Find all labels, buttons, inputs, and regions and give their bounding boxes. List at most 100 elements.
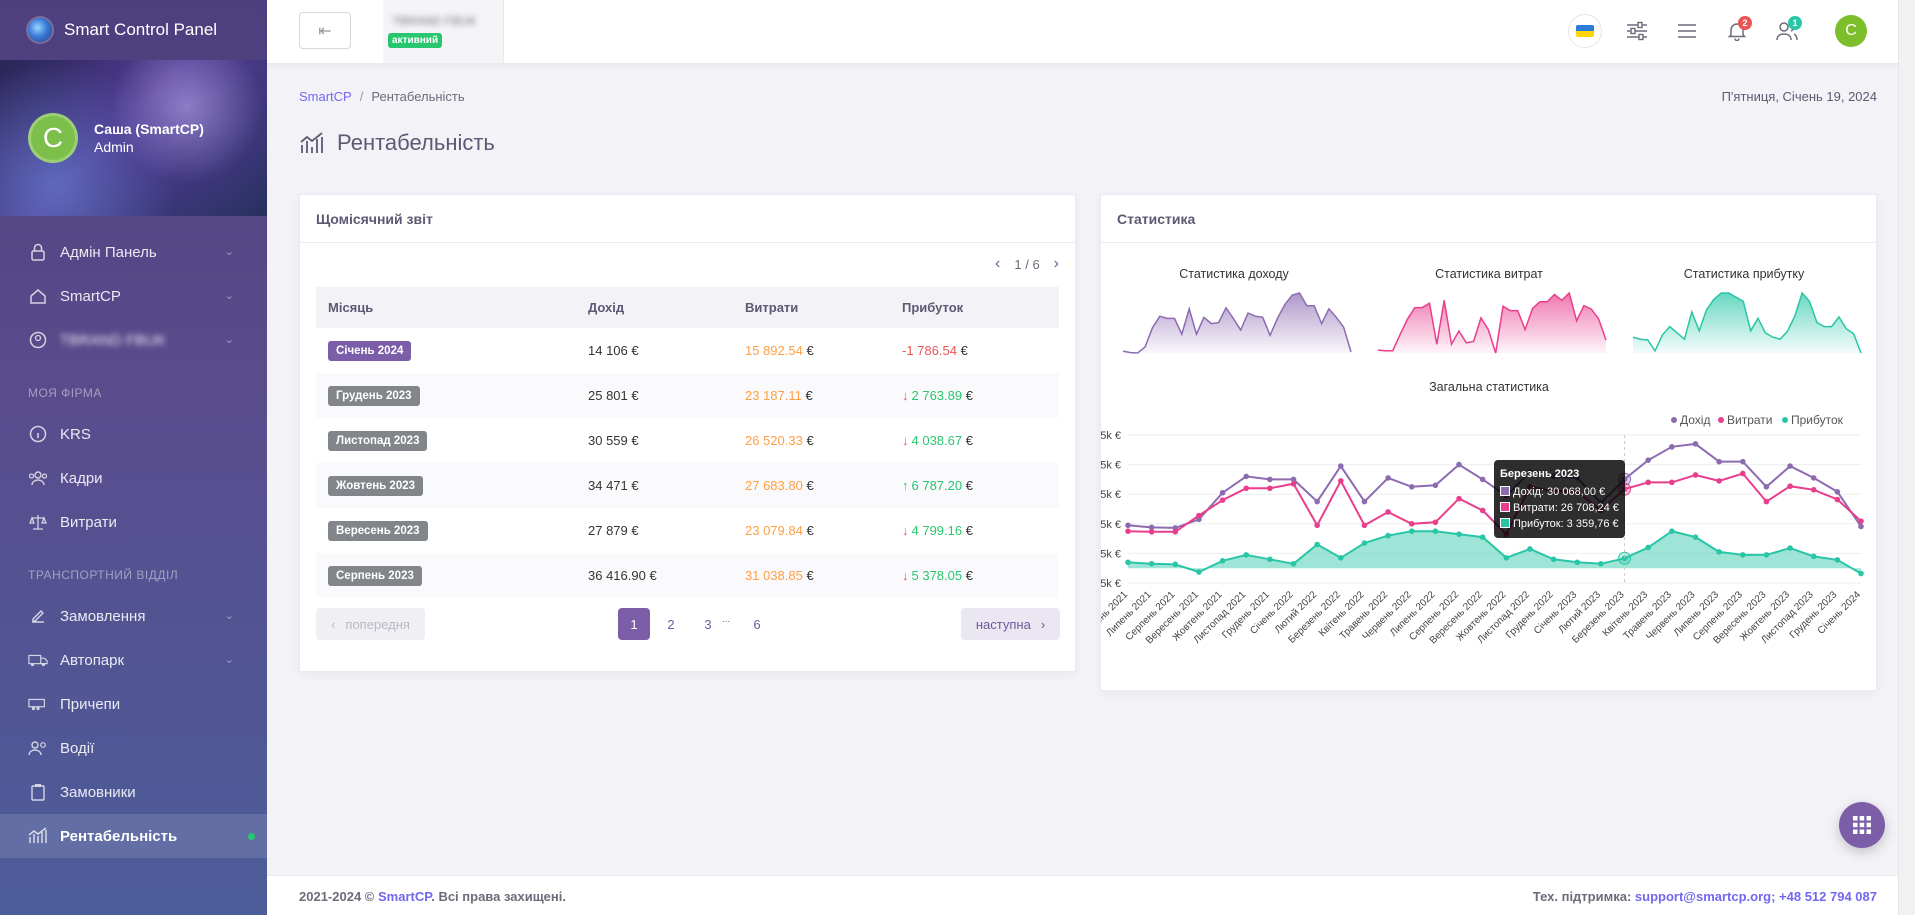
page-3-button[interactable]: 3: [704, 616, 712, 632]
next-page-icon[interactable]: ›: [1053, 255, 1059, 272]
sidebar-item-trailers[interactable]: Причепи: [0, 682, 267, 726]
profit-area: [1128, 531, 1861, 574]
sidebar-item-customers[interactable]: Замовники: [0, 770, 267, 814]
company-selector[interactable]: TBRAND FBUK активний: [383, 0, 504, 63]
menu-button[interactable]: [1670, 14, 1704, 48]
prev-label: попередня: [345, 616, 410, 632]
data-point: [1479, 534, 1486, 540]
data-point: [1196, 516, 1202, 523]
page-6-button[interactable]: 6: [753, 616, 761, 632]
info-icon: [28, 425, 48, 443]
sidebar-item-drivers[interactable]: Водії: [0, 726, 267, 770]
notifications-count: 2: [1738, 16, 1752, 30]
trailer-icon: [28, 695, 48, 713]
user-name: Саша (SmartCP): [94, 121, 204, 137]
cell-profit: -1 786.54 €: [890, 328, 1059, 373]
footer-brand-link[interactable]: SmartCP: [377, 889, 432, 904]
data-point: [1479, 507, 1486, 514]
month-badge[interactable]: Листопад 2023: [328, 430, 428, 451]
sidebar-item-fleet[interactable]: Автопарк ⌄: [0, 638, 267, 682]
sidebar-item-admin[interactable]: Адмін Панель ⌄: [0, 230, 267, 274]
user-avatar-button[interactable]: C: [1835, 15, 1867, 47]
data-point: [1267, 485, 1273, 492]
collapse-sidebar-button[interactable]: ⇤: [299, 12, 351, 49]
page-title: Рентабельність: [299, 130, 495, 156]
sparkline-area-0: [1123, 293, 1351, 353]
section-header-firm: МОЯ ФІРМА: [28, 386, 102, 400]
settings-button[interactable]: [1620, 14, 1654, 48]
currency: €: [960, 343, 968, 358]
sidebar-item-orders[interactable]: Замовлення ⌄: [0, 594, 267, 638]
chevron-down-icon: ⌄: [224, 334, 234, 346]
data-point: [1432, 482, 1439, 489]
swatch-income: [1500, 486, 1510, 496]
prev-page-button[interactable]: ‹ попередня: [316, 608, 425, 640]
profit-value: 4 038.67: [911, 433, 963, 448]
chevron-down-icon: ⌄: [224, 246, 234, 258]
tooltip-expense: Витрати: 26 708,24 €: [1513, 502, 1619, 514]
expense-value: 26 520.33: [745, 433, 803, 448]
data-point: [1338, 555, 1344, 561]
month-badge[interactable]: Серпень 2023: [328, 565, 422, 586]
profit-value: 4 799.16: [911, 523, 963, 538]
cell-profit: ↓ 4 799.16 €: [890, 508, 1059, 553]
support-contact-link[interactable]: support@smartcp.org; +48 512 794 087: [1634, 889, 1877, 904]
topbar: ⇤ TBRAND FBUK активний 2 1 C: [267, 0, 1915, 63]
col-header: Місяць: [316, 287, 576, 328]
data-point: [1408, 528, 1415, 534]
breadcrumb-root-link[interactable]: SmartCP: [299, 89, 352, 104]
avatar: C: [28, 113, 78, 163]
legend-marker: [1782, 417, 1788, 423]
sidebar-item-krs[interactable]: KRS: [0, 412, 267, 456]
chevron-right-icon: ›: [1040, 616, 1046, 632]
cell-expense: 23 187.11 €: [733, 373, 890, 418]
data-point: [1385, 532, 1391, 539]
sidebar-item-staff[interactable]: Кадри: [0, 456, 267, 500]
sidebar-item-label: Кадри: [60, 469, 103, 487]
data-point: [1408, 484, 1415, 490]
data-point: [1645, 479, 1651, 486]
data-point: [1810, 553, 1817, 560]
page-1-button[interactable]: 1: [618, 608, 650, 640]
month-badge[interactable]: Грудень 2023: [328, 385, 420, 406]
data-point: [1787, 463, 1793, 469]
table-row: Серпень 2023 36 416.90 €31 038.85 € ↓ 5 378…: [316, 553, 1059, 598]
table-row: Жовтень 2023 34 471 €27 683.80 € ↑ 6 787.20…: [316, 463, 1059, 508]
next-page-button[interactable]: наступна ›: [961, 608, 1060, 640]
month-badge[interactable]: Жовтень 2023: [328, 475, 424, 496]
data-point: [1787, 483, 1793, 490]
page-scrollbar[interactable]: [1898, 0, 1915, 915]
cell-income: 34 471 €: [576, 463, 733, 508]
series-line-2: [1127, 530, 1862, 575]
y-tick-label: 5k €: [1101, 548, 1121, 560]
month-badge[interactable]: Січень 2024: [328, 340, 412, 361]
cell-month: Вересень 2023: [316, 508, 576, 553]
data-point: [1598, 560, 1604, 567]
sliders-icon: [1627, 21, 1647, 41]
menu-icon: [1678, 24, 1696, 38]
notifications-button[interactable]: 2: [1720, 14, 1754, 48]
page-2-button[interactable]: 2: [667, 616, 675, 632]
chart-icon: [299, 131, 327, 155]
data-point: [1692, 472, 1699, 478]
month-badge[interactable]: Вересень 2023: [328, 520, 428, 541]
sidebar-item-company[interactable]: TBRAND FBUK ⌄: [0, 318, 267, 362]
sidebar-item-expenses[interactable]: Витрати: [0, 500, 267, 544]
sidebar-item-smartcp[interactable]: SmartCP ⌄: [0, 274, 267, 318]
apps-fab-button[interactable]: [1839, 802, 1885, 848]
data-point: [1669, 479, 1675, 486]
data-point: [1290, 476, 1297, 483]
arrow-down-icon: ↓: [902, 568, 909, 583]
app-brand[interactable]: Smart Control Panel: [0, 0, 267, 60]
currency: €: [806, 523, 814, 538]
data-point: [1361, 522, 1368, 529]
data-point: [1669, 444, 1675, 450]
users-button[interactable]: 1: [1770, 14, 1804, 48]
language-button[interactable]: [1568, 14, 1602, 48]
data-point: [1456, 461, 1462, 468]
sidebar-item-profitability[interactable]: Рентабельність: [0, 814, 267, 858]
card-title: Щомісячний звіт: [300, 195, 1075, 243]
users-count: 1: [1788, 16, 1802, 30]
sidebar-item-label: SmartCP: [60, 287, 121, 305]
prev-page-icon[interactable]: ‹: [995, 255, 1001, 272]
